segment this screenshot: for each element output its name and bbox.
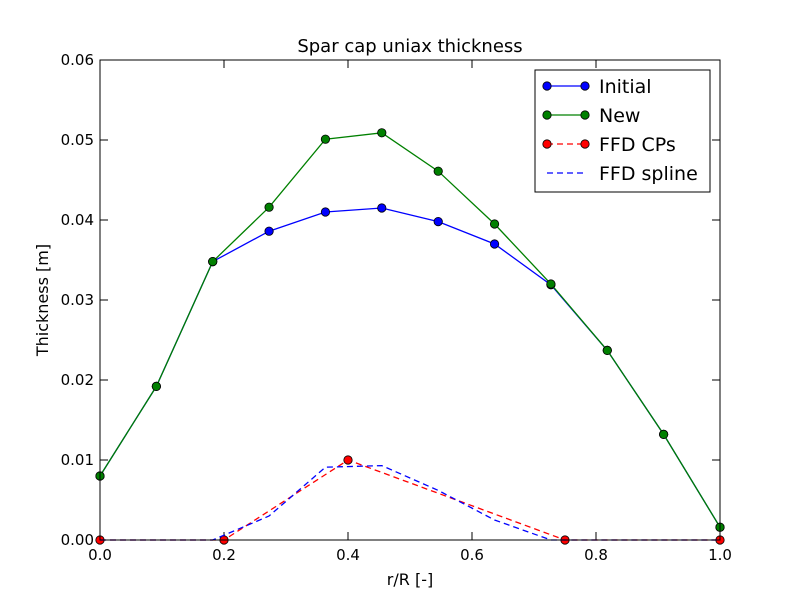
x-tick-label: 0.8 xyxy=(584,546,608,564)
x-tick-label: 0.4 xyxy=(336,546,360,564)
legend: Initial New FFD CPs FFD spline xyxy=(534,69,711,193)
legend-marker xyxy=(542,139,552,149)
y-tick-label: 0.00 xyxy=(61,531,94,549)
y-axis-label: Thickness [m] xyxy=(33,244,52,357)
data-point xyxy=(264,226,274,236)
data-point xyxy=(433,166,443,176)
data-point xyxy=(659,429,669,439)
data-point xyxy=(343,455,353,465)
legend-marker xyxy=(580,81,590,91)
y-tick-label: 0.01 xyxy=(61,451,94,469)
legend-item: FFD CPs xyxy=(542,134,676,156)
y-tick-label: 0.05 xyxy=(61,131,94,149)
y-tick-label: 0.04 xyxy=(61,211,94,229)
legend-marker xyxy=(580,110,590,120)
chart-title: Spar cap uniax thickness xyxy=(297,36,522,57)
legend-label: New xyxy=(599,105,640,127)
x-axis-label: r/R [-] xyxy=(387,570,433,589)
axis-ticks: 0.0 0.2 0.4 0.6 0.8 1.0 0.00 0.01 0.02 0.03 0.04 0.… xyxy=(61,51,732,564)
legend-label: Initial xyxy=(599,76,652,98)
legend-marker xyxy=(580,139,590,149)
data-point xyxy=(546,279,556,289)
legend-label: FFD CPs xyxy=(599,134,676,156)
data-point xyxy=(208,256,218,267)
x-tick-label: 0.2 xyxy=(212,546,236,564)
plot-frame xyxy=(99,59,721,541)
legend-item: New xyxy=(542,105,640,127)
y-tick-label: 0.06 xyxy=(61,51,94,69)
data-point xyxy=(264,202,274,212)
series-new xyxy=(95,128,725,532)
legend-item: FFD spline xyxy=(547,163,698,185)
data-point xyxy=(320,207,331,217)
x-tick-label: 1.0 xyxy=(708,546,732,564)
series-line xyxy=(99,132,721,528)
data-point xyxy=(151,381,161,391)
data-point xyxy=(377,128,387,138)
data-point xyxy=(489,219,500,229)
y-tick-label: 0.03 xyxy=(61,291,94,309)
data-point xyxy=(320,134,331,144)
legend-marker xyxy=(542,81,552,91)
legend-item: Initial xyxy=(542,76,652,98)
data-point xyxy=(433,217,443,227)
data-point xyxy=(377,203,387,213)
legend-label: FFD spline xyxy=(599,163,698,185)
legend-box xyxy=(534,69,711,193)
y-tick-label: 0.02 xyxy=(61,371,94,389)
x-tick-label: 0.6 xyxy=(460,546,484,564)
data-point xyxy=(602,345,612,355)
x-tick-label: 0.0 xyxy=(88,546,112,564)
legend-marker xyxy=(542,110,552,120)
data-point xyxy=(489,239,500,249)
